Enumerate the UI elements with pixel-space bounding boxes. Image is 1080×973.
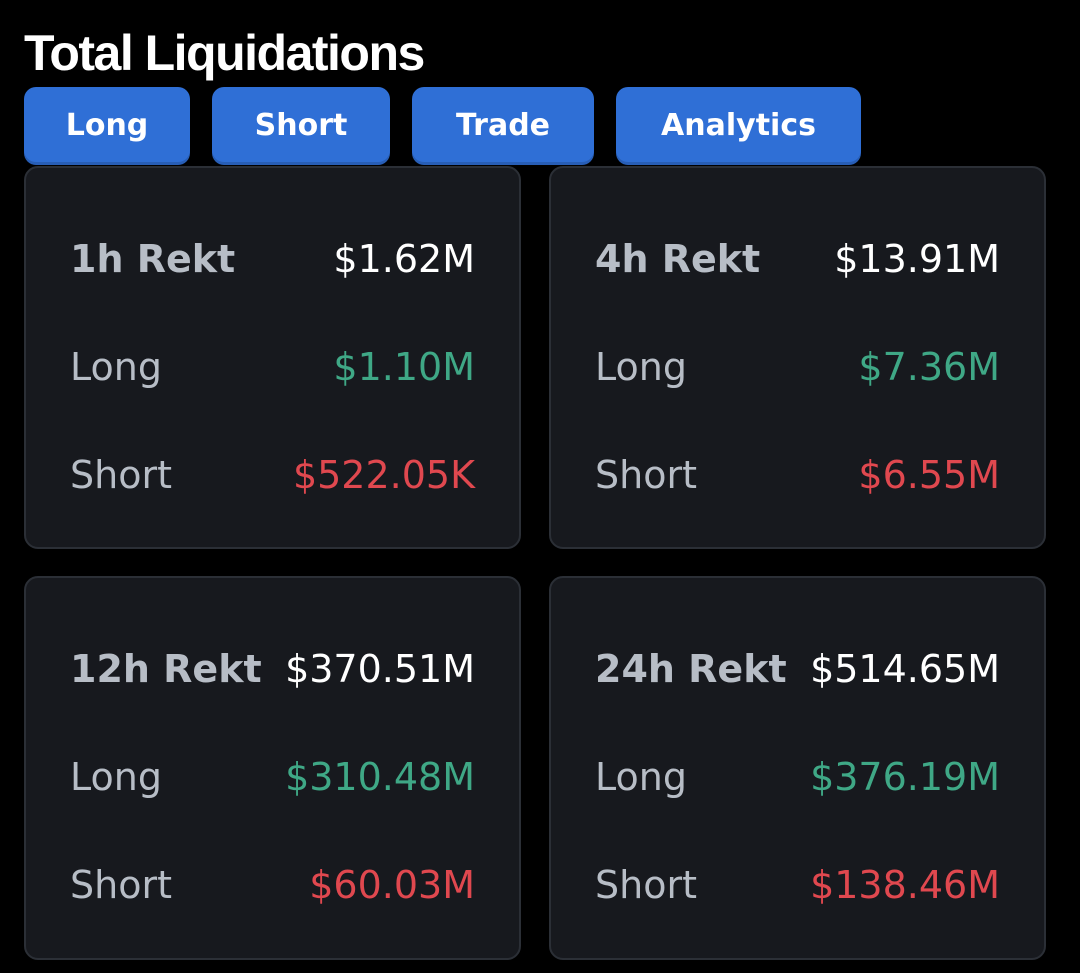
short-label: Short xyxy=(70,453,172,497)
period-label: 24h Rekt xyxy=(595,647,787,691)
long-value: $7.36M xyxy=(858,345,1000,389)
card-4h: 4h Rekt $13.91M Long $7.36M Short $6.55M xyxy=(549,166,1046,549)
card-12h: 12h Rekt $370.51M Long $310.48M Short $6… xyxy=(24,576,521,960)
short-value: $522.05K xyxy=(292,453,475,497)
total-row: 1h Rekt $1.62M xyxy=(70,234,475,284)
total-row: 4h Rekt $13.91M xyxy=(595,234,1000,284)
total-value: $514.65M xyxy=(810,647,1000,691)
short-value: $138.46M xyxy=(810,863,1000,907)
long-row: Long $1.10M xyxy=(70,342,475,392)
tab-analytics[interactable]: Analytics xyxy=(616,87,861,165)
page-title: Total Liquidations xyxy=(24,25,425,81)
short-value: $6.55M xyxy=(858,453,1000,497)
total-value: $370.51M xyxy=(285,647,475,691)
short-row: Short $138.46M xyxy=(595,860,1000,910)
short-row: Short $6.55M xyxy=(595,450,1000,500)
period-label: 1h Rekt xyxy=(70,237,236,281)
long-label: Long xyxy=(595,755,687,799)
short-row: Short $60.03M xyxy=(70,860,475,910)
long-label: Long xyxy=(70,755,162,799)
short-label: Short xyxy=(595,453,697,497)
total-row: 12h Rekt $370.51M xyxy=(70,644,475,694)
period-label: 12h Rekt xyxy=(70,647,262,691)
tab-trade[interactable]: Trade xyxy=(412,87,594,165)
card-24h: 24h Rekt $514.65M Long $376.19M Short $1… xyxy=(549,576,1046,960)
short-label: Short xyxy=(70,863,172,907)
tab-long[interactable]: Long xyxy=(24,87,190,165)
long-value: $1.10M xyxy=(333,345,475,389)
tab-short[interactable]: Short xyxy=(212,87,390,165)
short-row: Short $522.05K xyxy=(70,450,475,500)
total-row: 24h Rekt $514.65M xyxy=(595,644,1000,694)
card-1h: 1h Rekt $1.62M Long $1.10M Short $522.05… xyxy=(24,166,521,549)
long-label: Long xyxy=(70,345,162,389)
period-label: 4h Rekt xyxy=(595,237,761,281)
short-label: Short xyxy=(595,863,697,907)
long-label: Long xyxy=(595,345,687,389)
total-value: $13.91M xyxy=(834,237,1000,281)
short-value: $60.03M xyxy=(309,863,475,907)
total-value: $1.62M xyxy=(333,237,475,281)
long-row: Long $7.36M xyxy=(595,342,1000,392)
long-value: $376.19M xyxy=(810,755,1000,799)
long-row: Long $310.48M xyxy=(70,752,475,802)
long-row: Long $376.19M xyxy=(595,752,1000,802)
long-value: $310.48M xyxy=(285,755,475,799)
